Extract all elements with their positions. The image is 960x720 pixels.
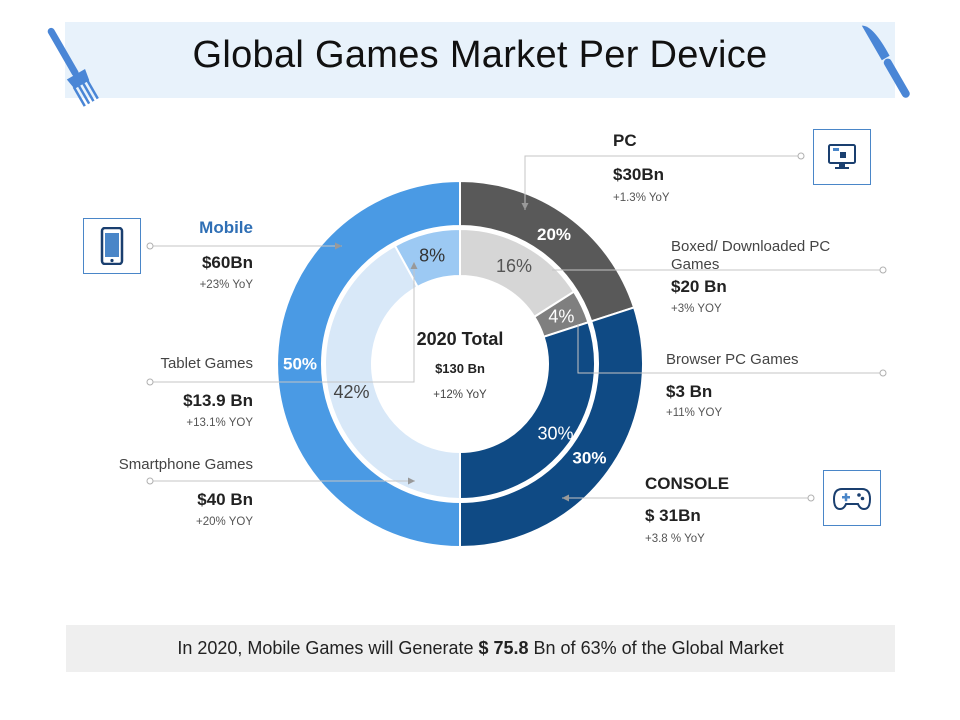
console-inner-label: 30%	[537, 423, 573, 443]
smartphone-connector-arrow	[408, 477, 415, 485]
console-connector-arrow	[562, 494, 569, 502]
tablet-inner-segment	[393, 227, 461, 289]
center-yoy: +12% YoY	[433, 389, 487, 401]
smartphone-value: $40 Bn	[197, 490, 253, 509]
tablet-value: $13.9 Bn	[183, 391, 253, 410]
smartphone-icon	[100, 227, 124, 265]
gamepad-icon	[833, 488, 871, 511]
mobile-value: $60Bn	[201, 253, 253, 272]
smartphone-inner-segment	[324, 244, 461, 501]
mobile-connector-arrow	[335, 242, 342, 250]
browser-connector	[577, 325, 883, 374]
console-outer-label: 30%	[572, 449, 606, 468]
smartphone-inner-label: 42%	[334, 382, 370, 402]
mobile-yoy: +23% YoY	[199, 279, 253, 291]
console-value: $ 31Bn	[645, 506, 701, 525]
boxed-inner-label: 16%	[496, 256, 532, 276]
pc-yoy: +1.3% YoY	[613, 192, 670, 204]
footer-note: In 2020, Mobile Games will Generate $ 75…	[66, 625, 895, 672]
browser-connector-dot	[879, 369, 887, 377]
footer-suffix: Bn of 63% of the Global Market	[528, 638, 784, 658]
pc-outer-label: 20%	[537, 225, 571, 244]
boxed-yoy: +3% YOY	[671, 303, 722, 315]
center-heading: 2020 Total	[416, 329, 504, 349]
smartphone-connector-dot	[146, 477, 154, 485]
tablet-inner-label: 8%	[419, 246, 445, 266]
pc-connector	[524, 155, 801, 210]
browser-name: Browser PC Games	[666, 351, 799, 368]
pc-monitor-icon	[828, 144, 856, 169]
boxed-connector-dot	[879, 266, 887, 274]
tablet-connector	[150, 262, 415, 383]
mobile-outer-segment	[276, 179, 461, 549]
pc-value: $30Bn	[613, 165, 665, 184]
boxed-value: $20 Bn	[671, 277, 727, 296]
smartphone-name: Smartphone Games	[118, 456, 253, 473]
smartphone-yoy: +20% YOY	[195, 516, 253, 528]
tablet-yoy: +13.1% YOY	[186, 417, 253, 429]
browser-value: $3 Bn	[666, 382, 713, 401]
console-name: CONSOLE	[645, 474, 730, 493]
pc-icon-box	[813, 129, 871, 185]
title-banner	[65, 22, 895, 98]
pc-name: PC	[613, 131, 637, 150]
tablet-connector-dot	[146, 378, 154, 386]
browser-inner-label: 4%	[548, 306, 574, 326]
footer-highlight: $ 75.8	[478, 638, 529, 658]
browser-yoy: +11% YOY	[666, 407, 723, 419]
page-title: Global Games Market Per Device	[192, 34, 768, 76]
pc-connector-dot	[797, 152, 805, 160]
tablet-connector-arrow	[410, 262, 418, 269]
console-inner-segment	[459, 321, 596, 501]
console-connector-dot	[807, 494, 815, 502]
console-icon-box	[823, 470, 881, 526]
console-yoy: +3.8 % YoY	[645, 533, 705, 545]
mobile-name: Mobile	[199, 218, 253, 237]
mobile-connector-dot	[146, 242, 154, 250]
mobile-outer-label: 50%	[283, 355, 317, 374]
center-value: $130 Bn	[435, 361, 485, 376]
tablet-name: Tablet Games	[160, 355, 253, 372]
mobile-icon-box	[83, 218, 141, 274]
footer-prefix: In 2020, Mobile Games will Generate	[177, 638, 479, 658]
boxed-name: Boxed/ Downloaded PC Games	[671, 238, 831, 272]
knife-icon	[861, 25, 910, 98]
pc-connector-arrow	[521, 203, 529, 210]
fork-icon	[47, 27, 99, 107]
